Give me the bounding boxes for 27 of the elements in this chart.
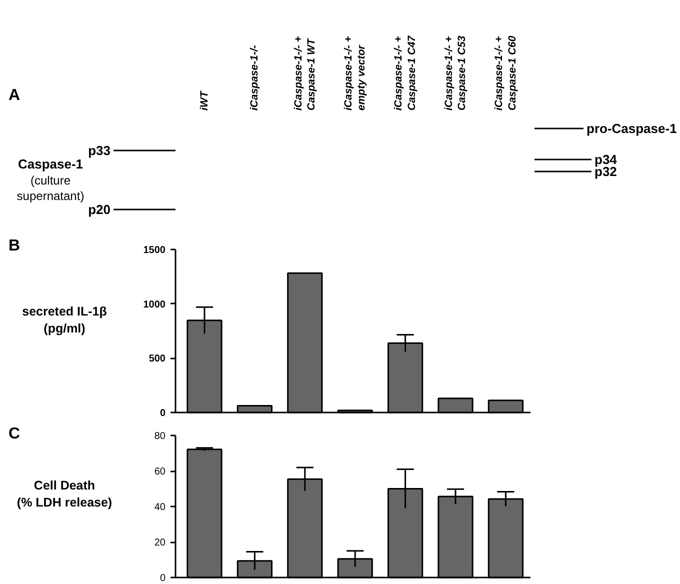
text: iCaspase-1-/- + Caspase-1 WT [292, 36, 318, 110]
text: iCaspase-1-/- [248, 44, 261, 110]
y-tick-label: 60 [154, 466, 166, 478]
text: (culture supernatant) [16, 174, 84, 203]
y-tick-label: 500 [148, 354, 166, 365]
text: p20 [88, 202, 111, 217]
text: iWT [198, 90, 210, 110]
text: iCaspase-1-/- + Caspase-1 C53 [442, 36, 468, 110]
y-tick-label: 20 [154, 538, 166, 548]
text: iCaspase-1-/- + empty vector [342, 36, 368, 110]
y-tick-label: 0 [160, 408, 166, 419]
y-tick-label: 80 [154, 431, 166, 442]
text: pro-Caspase-1 [586, 121, 677, 136]
text: B [8, 238, 20, 254]
text: A [8, 87, 20, 104]
text: iCaspase-1-/- + Caspase-1 C47 [392, 34, 418, 110]
text: Caspase-1 [18, 156, 84, 172]
y-axis-title: Cell Death (% LDH release) [16, 478, 112, 510]
y-axis-title: secreted IL-1β (pg/ml) [22, 304, 108, 336]
text: iCaspase-1-/- + Caspase-1 C60 [493, 36, 518, 110]
y-tick-label: 40 [154, 502, 166, 513]
text: p34 [594, 152, 618, 167]
y-tick-label: 1000 [143, 299, 166, 310]
y-tick-label: 0 [160, 573, 166, 584]
y-tick-label: 1500 [143, 245, 166, 256]
text: p33 [88, 143, 111, 158]
text: C [8, 426, 20, 442]
